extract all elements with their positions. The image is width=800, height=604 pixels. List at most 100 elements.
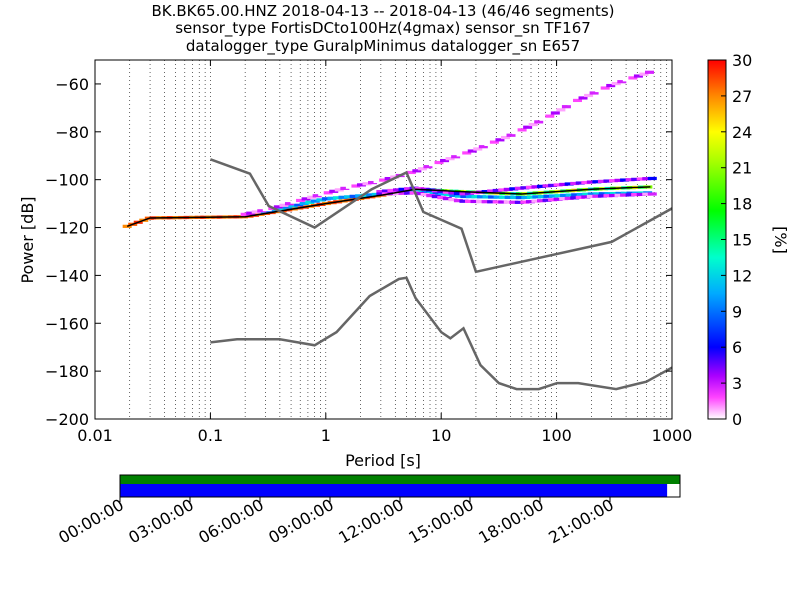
psd-cell — [448, 198, 458, 202]
psd-cell — [526, 195, 536, 199]
gap-bar — [120, 475, 680, 484]
colorbar-tick-label: 27 — [732, 87, 752, 106]
psd-cell — [423, 165, 433, 169]
psd-cell — [467, 149, 477, 153]
psd-cell — [487, 189, 497, 193]
psd-cell — [543, 194, 553, 198]
x-tick-label: 0.1 — [198, 426, 223, 445]
psd-cell — [246, 211, 256, 215]
psd-cell — [442, 197, 452, 201]
psd-cell — [595, 88, 605, 93]
psd-cell — [262, 208, 272, 212]
psd-cell — [636, 192, 646, 196]
psd-cell — [575, 195, 585, 199]
psd-cell — [504, 195, 514, 199]
y-tick-label: −180 — [45, 362, 89, 381]
psd-cell — [523, 125, 533, 129]
psd-cell — [572, 98, 582, 103]
psd-cell — [338, 195, 348, 199]
psd-cell — [520, 200, 530, 204]
psd-cell — [406, 170, 416, 175]
psd-cell — [512, 130, 522, 135]
psd-mode-line — [126, 186, 651, 228]
psd-cell — [299, 201, 309, 206]
chart-title-line-2: sensor_type FortisDCto100Hz(4gmax) senso… — [175, 19, 591, 38]
psd-cell — [561, 105, 571, 109]
psd-cell — [460, 194, 470, 199]
psd-cell — [344, 195, 354, 199]
psd-cell — [464, 191, 474, 195]
time-tick-label: 18:00:00 — [475, 495, 547, 547]
psd-cell — [559, 182, 569, 187]
psd-cell — [360, 193, 370, 197]
psd-cell — [564, 196, 574, 200]
psd-cell — [532, 195, 542, 199]
psd-cell — [432, 191, 442, 195]
psd-cell — [611, 81, 621, 86]
psd-cell — [609, 179, 619, 183]
psd-cell — [464, 199, 474, 203]
psd-cell — [476, 199, 486, 204]
psd-cell — [438, 192, 448, 196]
x-tick-label: 10 — [431, 426, 451, 445]
psd-cell — [625, 178, 635, 182]
psd-cell — [284, 202, 294, 206]
psd-cell — [542, 184, 552, 188]
psd-cell — [642, 192, 652, 196]
psd-cell — [366, 193, 376, 197]
psd-cell — [415, 186, 425, 191]
colorbar-tick-label: 3 — [732, 374, 742, 393]
psd-cell — [628, 76, 638, 80]
psd-cell — [379, 178, 389, 182]
psd-cell — [499, 195, 509, 199]
low-noise-model-curve — [210, 276, 672, 391]
psd-cell — [404, 189, 414, 193]
psd-cell — [615, 191, 625, 196]
psd-cell — [597, 194, 607, 198]
x-tick-label: 100 — [541, 426, 572, 445]
psd-cell — [340, 186, 350, 190]
colorbar-tick-label: 12 — [732, 266, 752, 285]
psd-cell — [606, 83, 616, 88]
psd-cell — [404, 191, 414, 195]
psd-cell — [621, 191, 631, 195]
psd-cell — [462, 151, 472, 155]
psd-cell — [279, 203, 289, 207]
psd-cell — [645, 70, 655, 74]
psd-cell — [571, 193, 581, 197]
psd-cell — [493, 195, 503, 199]
psd-cell — [384, 176, 394, 181]
time-tick-label: 09:00:00 — [265, 495, 337, 547]
psd-cell — [565, 193, 575, 197]
y-tick-label: −60 — [55, 75, 89, 94]
psd-cell — [373, 179, 383, 184]
psd-cell — [437, 196, 447, 200]
psd-cell — [597, 179, 607, 183]
psd-cell — [600, 86, 610, 90]
psd-cell — [495, 138, 505, 142]
psd-cell — [449, 193, 459, 198]
psd-cell — [503, 187, 513, 191]
psd-cell — [604, 192, 614, 196]
psd-cell — [251, 210, 261, 214]
noise-model-curves — [209, 158, 672, 391]
psd-cell — [570, 181, 580, 186]
psd-cell — [459, 199, 469, 203]
psd-cell — [404, 187, 414, 191]
y-tick-label: −120 — [45, 219, 89, 238]
psd-cell — [420, 192, 430, 197]
psd-cell — [553, 183, 563, 187]
psd-cell — [451, 155, 461, 159]
psd-cell — [528, 122, 538, 127]
psd-cell — [593, 192, 603, 196]
psd-cell — [398, 191, 408, 195]
psd-cell — [536, 199, 546, 203]
y-tick-label: −80 — [55, 123, 89, 142]
psd-cell — [312, 194, 322, 198]
psd-cell — [647, 176, 657, 181]
psd-cell — [301, 197, 311, 201]
psd-cell — [592, 194, 602, 198]
psd-cell — [614, 178, 624, 182]
psd-cell — [428, 163, 438, 167]
x-tick-label: 1 — [321, 426, 331, 445]
